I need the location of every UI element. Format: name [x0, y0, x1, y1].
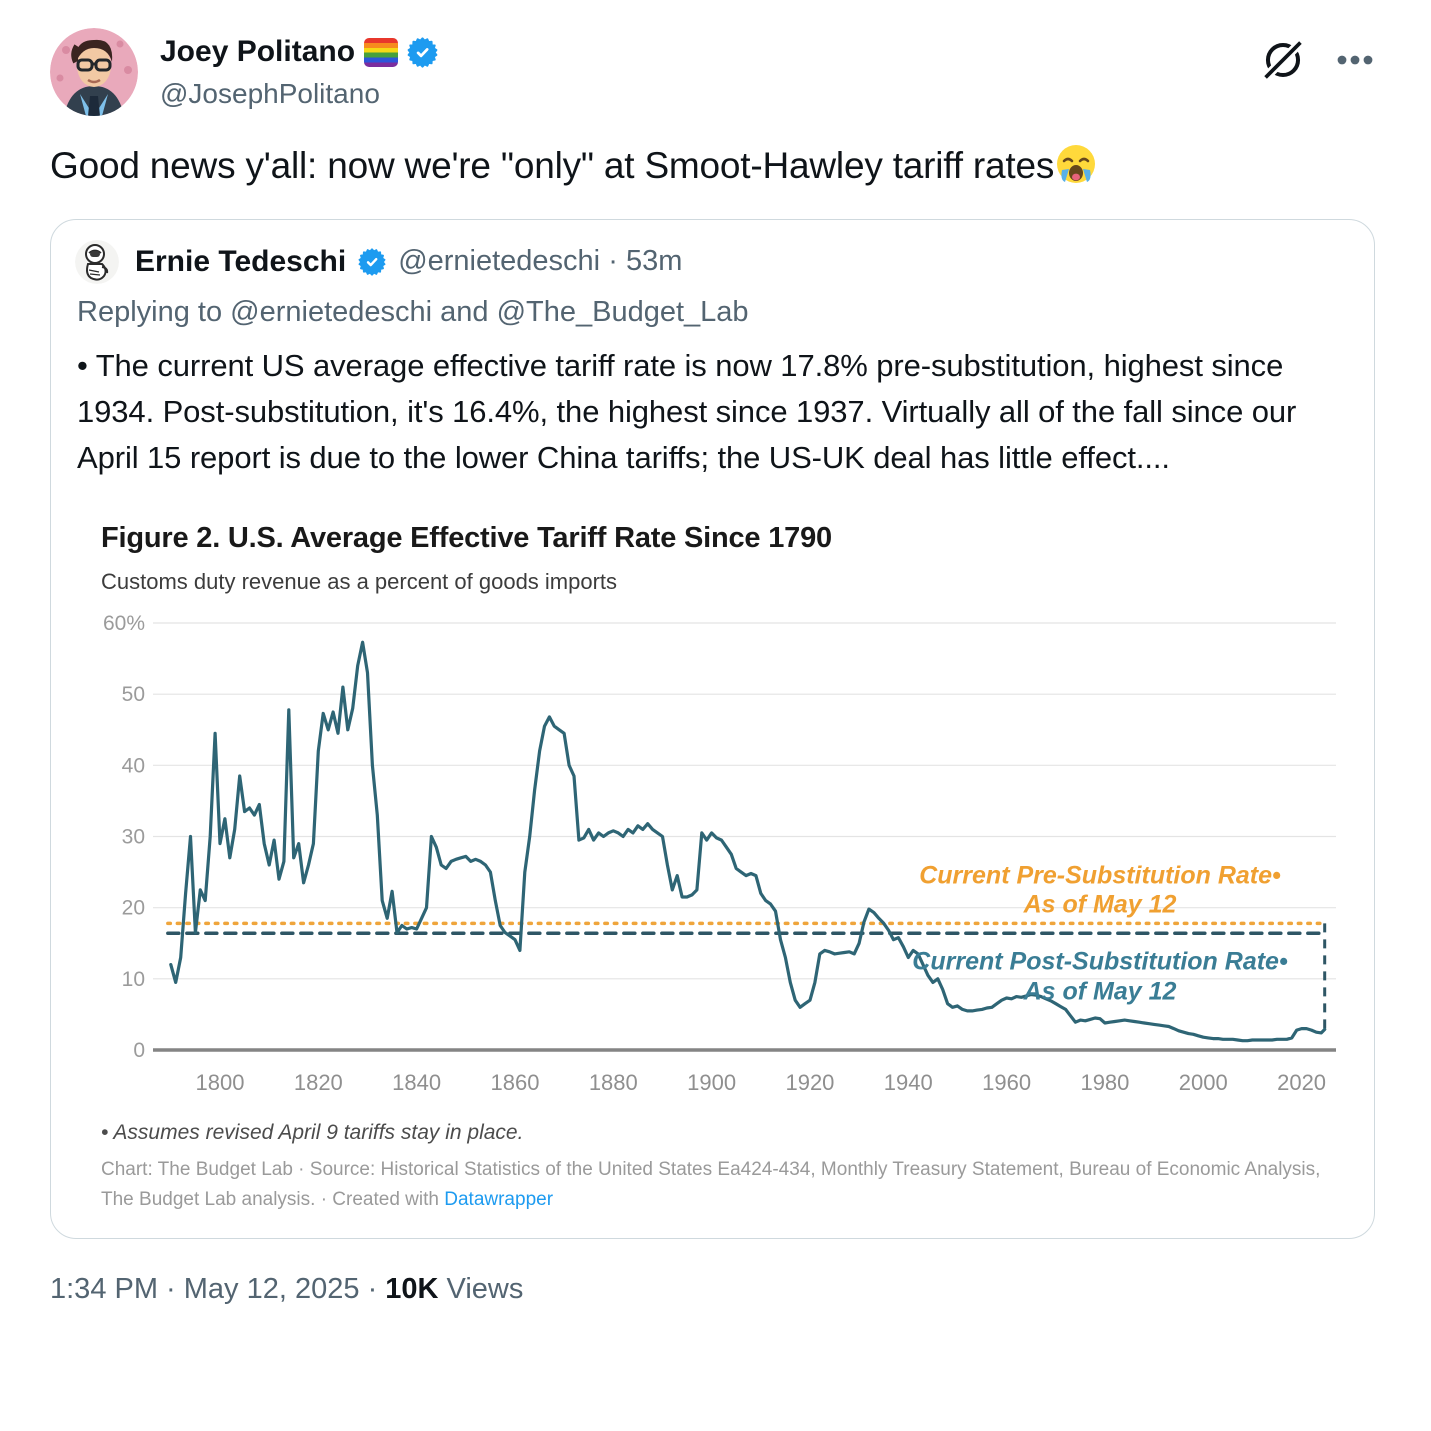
- quote-avatar-image: [75, 239, 119, 284]
- y-tick-label: 30: [122, 826, 145, 849]
- post-substitution-annotation-date: As of May 12: [1023, 978, 1177, 1006]
- chart-footnote: • Assumes revised April 9 tariffs stay i…: [101, 1121, 524, 1145]
- quote-verified-badge-icon: [358, 248, 386, 276]
- chart-title: Figure 2. U.S. Average Effective Tariff …: [101, 522, 832, 555]
- x-tick-label: 1940: [884, 1070, 933, 1095]
- author-handle[interactable]: @JosephPolitano: [160, 78, 380, 109]
- tweet-timestamp: 1:34 PM · May 12, 2025: [50, 1273, 360, 1306]
- meta-separator: ·: [367, 1273, 386, 1306]
- replying-to-line[interactable]: Replying to @ernietedeschi and @The_Budg…: [77, 295, 749, 328]
- y-tick-label: 50: [122, 684, 145, 707]
- tweet-meta-row: 1:34 PM · May 12, 2025 · 10K Views: [50, 1273, 1375, 1306]
- chart-subtitle: Customs duty revenue as a percent of goo…: [101, 569, 618, 595]
- x-tick-label: 1880: [589, 1070, 638, 1095]
- x-tick-label: 1980: [1080, 1070, 1129, 1095]
- y-tick-label: 20: [122, 897, 145, 920]
- rainbow-flag-emoji: [364, 37, 399, 67]
- x-tick-label: 2000: [1179, 1070, 1228, 1095]
- quote-header: Ernie Tedeschi @ernietedeschi · 53m: [75, 239, 1350, 284]
- quote-time: 53m: [625, 245, 683, 278]
- x-tick-label: 1920: [785, 1070, 834, 1095]
- grok-actions-button[interactable]: [1261, 38, 1305, 82]
- tariff-chart: Figure 2. U.S. Average Effective Tariff …: [75, 522, 1350, 1214]
- post-substitution-annotation: Current Post-Substitution Rate•: [912, 948, 1288, 976]
- loudly-crying-face-emoji: [1056, 144, 1096, 184]
- y-tick-label: 0: [133, 1039, 145, 1062]
- x-tick-label: 1800: [196, 1070, 245, 1095]
- views-count: 10K: [385, 1273, 439, 1306]
- tweet-text: Good news y'all: now we're "only" at Smo…: [50, 142, 1375, 191]
- views-label: Views: [446, 1273, 524, 1306]
- x-tick-label: 1840: [392, 1070, 441, 1095]
- datawrapper-link[interactable]: Datawrapper: [444, 1188, 554, 1210]
- chart-credit: Chart: The Budget Lab · Source: Historic…: [101, 1155, 1350, 1214]
- x-tick-label: 1960: [982, 1070, 1031, 1095]
- more-icon: [1337, 55, 1373, 65]
- y-tick-label: 40: [122, 755, 145, 778]
- author-name: Joey Politano: [160, 35, 356, 68]
- tweet-header: Joey Politano @JosephPolitano: [50, 28, 1375, 116]
- verified-badge-icon: [407, 36, 438, 68]
- x-tick-label: 1860: [490, 1070, 539, 1095]
- author-avatar-image: [50, 28, 138, 116]
- x-tick-label: 1820: [294, 1070, 343, 1095]
- y-tick-label: 10: [122, 968, 145, 991]
- x-tick-label: 1900: [687, 1070, 736, 1095]
- chart-credit-text: Chart: The Budget Lab · Source: Historic…: [101, 1159, 1321, 1210]
- y-tick-label: 60%: [103, 612, 145, 635]
- tariff-rate-line: [169, 641, 1327, 1043]
- grok-icon: [1262, 39, 1304, 81]
- quote-author-handle: @ernietedeschi · 53m: [398, 245, 683, 278]
- more-options-button[interactable]: [1335, 53, 1375, 67]
- quoted-tweet-card[interactable]: Ernie Tedeschi @ernietedeschi · 53m Repl…: [50, 218, 1375, 1240]
- quote-text: • The current US average effective tarif…: [77, 347, 1297, 475]
- pre-substitution-annotation: Current Pre-Substitution Rate•: [919, 862, 1281, 890]
- quote-author-avatar[interactable]: [75, 239, 119, 284]
- pre-substitution-annotation-date: As of May 12: [1023, 891, 1177, 919]
- chart-plot-area: 60% 50 40 30 20 10 0 1800 1820 1840 1860 1880 1900 19…: [103, 612, 1336, 1095]
- tweet-text-content: Good news y'all: now we're "only" at Smo…: [50, 145, 1055, 186]
- author-avatar[interactable]: [50, 28, 138, 116]
- x-tick-label: 2020: [1277, 1070, 1326, 1095]
- quote-author-name[interactable]: Ernie Tedeschi: [135, 244, 347, 278]
- author-name-row[interactable]: Joey Politano: [160, 34, 1261, 70]
